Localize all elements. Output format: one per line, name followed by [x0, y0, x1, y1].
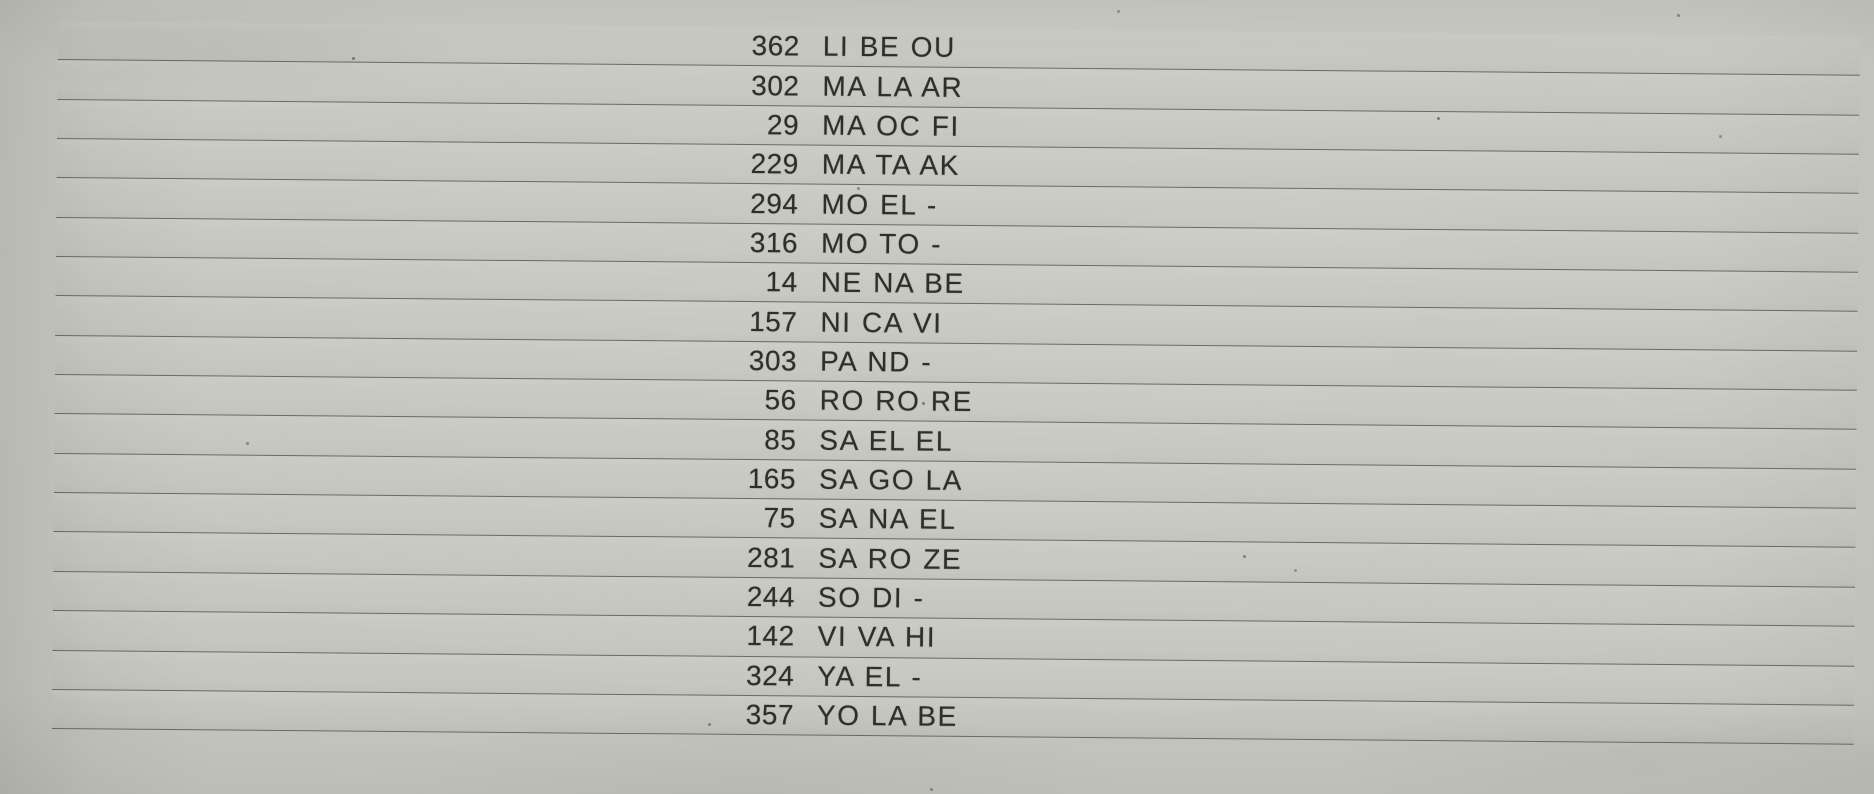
- row-code: SA GO LA: [818, 463, 964, 496]
- row-code: MA TA AK: [821, 148, 961, 181]
- row-number: 294: [750, 187, 799, 219]
- row-number: 75: [763, 502, 796, 534]
- row-code: VI VA HI: [817, 620, 937, 653]
- row-code: RO RO RE: [819, 384, 974, 418]
- row-number: 302: [751, 69, 800, 101]
- row-number: 281: [746, 541, 796, 573]
- dust-specks: [352, 57, 355, 60]
- row-code: SA EL EL: [819, 424, 954, 457]
- row-number: 56: [764, 384, 797, 416]
- row-code: PA ND -: [819, 345, 933, 378]
- row-number: 29: [766, 108, 800, 141]
- row-number: 142: [746, 620, 795, 652]
- row-number: 165: [747, 462, 797, 495]
- row-code: SA RO ZE: [818, 542, 963, 575]
- row-number: 357: [745, 698, 795, 731]
- row-number: 362: [751, 30, 800, 62]
- row-number: 316: [749, 226, 799, 259]
- row-code: YO LA BE: [816, 699, 958, 732]
- row-number: 157: [749, 305, 798, 337]
- row-code: NI CA VI: [820, 306, 943, 339]
- row-number: 85: [764, 423, 797, 455]
- row-code: MO EL -: [821, 188, 938, 221]
- row-number: 244: [746, 580, 796, 613]
- row-number: 14: [765, 266, 798, 298]
- ruled-list: 362 LI BE OU 302 MA LA AR 29 MA OC FI 229 MA TA…: [51, 20, 1860, 745]
- row-code: YA EL -: [817, 660, 923, 693]
- row-code: MO TO -: [820, 227, 943, 260]
- row-number: 229: [750, 148, 799, 180]
- row-code: SO DI -: [817, 581, 925, 614]
- row-number: 324: [745, 659, 795, 691]
- row-code: SA NA EL: [818, 502, 957, 535]
- row-code: MA LA AR: [822, 69, 964, 103]
- row-code: MA OC FI: [821, 109, 960, 142]
- row-code: LI BE OU: [822, 30, 957, 63]
- row-code: NE NA BE: [820, 266, 965, 299]
- row-number: 303: [748, 344, 798, 377]
